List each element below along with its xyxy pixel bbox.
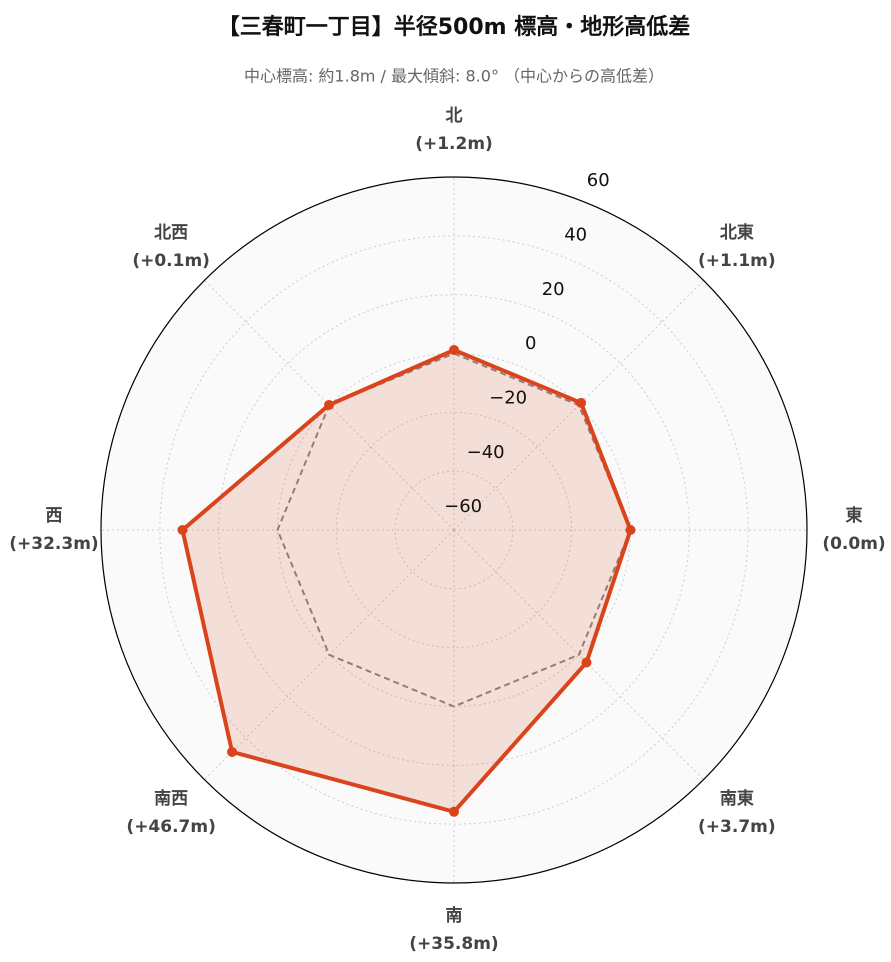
data-point xyxy=(449,344,459,355)
r-tick-label: −20 xyxy=(489,388,527,409)
category-label: 北東 xyxy=(720,222,754,243)
chart-subtitle: 中心標高: 約1.8m / 最大傾斜: 8.0° （中心からの高低差） xyxy=(244,67,664,86)
value-label: (+32.3m) xyxy=(9,534,98,554)
data-point xyxy=(177,525,188,535)
grid-circle xyxy=(335,411,573,649)
category-label: 南 xyxy=(446,905,463,926)
value-label: (+1.1m) xyxy=(698,251,776,271)
value-label: (+1.2m) xyxy=(415,134,493,154)
r-tick-label: −60 xyxy=(444,496,482,517)
data-point xyxy=(625,525,636,535)
data-point xyxy=(576,397,587,408)
category-label: 北 xyxy=(446,106,463,126)
grid-circle xyxy=(394,470,514,590)
value-label: (0.0m) xyxy=(822,534,885,554)
data-point xyxy=(449,806,459,817)
r-tick-label: −40 xyxy=(467,442,505,463)
value-label: (+0.1m) xyxy=(132,251,210,271)
value-label: (+35.8m) xyxy=(409,934,498,954)
r-tick-label: 20 xyxy=(542,279,565,300)
chart-title: 【三春町一丁目】半径500m 標高・地形高低差 xyxy=(218,14,691,40)
plot-border xyxy=(100,176,808,884)
category-label: 南西 xyxy=(154,788,188,809)
r-tick-label: 0 xyxy=(525,333,536,354)
data-point xyxy=(227,746,238,757)
r-tick-label: 60 xyxy=(587,170,610,191)
value-label: (+3.7m) xyxy=(698,817,776,837)
data-point xyxy=(581,657,592,668)
grid-circle xyxy=(159,235,749,825)
r-tick-label: 40 xyxy=(564,224,587,245)
category-label: 北西 xyxy=(154,223,188,243)
category-label: 東 xyxy=(846,505,863,526)
category-label: 西 xyxy=(46,506,63,526)
category-label: 南東 xyxy=(720,788,754,809)
value-label: (+46.7m) xyxy=(126,817,215,837)
data-point xyxy=(323,399,334,410)
